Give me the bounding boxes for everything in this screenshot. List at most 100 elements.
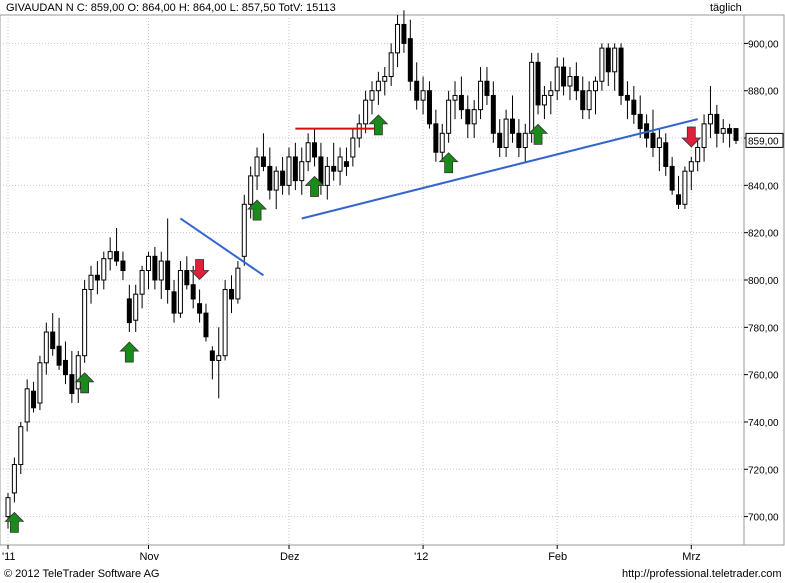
candle-body — [171, 291, 177, 314]
buy-arrow-icon — [74, 372, 95, 394]
candle-body — [94, 274, 100, 281]
buy-arrow-icon — [247, 199, 268, 221]
candle-body — [203, 312, 209, 338]
candle-body — [503, 118, 509, 148]
candle-body — [580, 90, 586, 111]
candle-body — [114, 251, 120, 262]
candle-body — [75, 355, 81, 390]
candle-body — [229, 288, 235, 300]
y-tick-label: 820,00 — [748, 229, 779, 240]
y-tick-label: 800,00 — [748, 276, 779, 287]
candle-body — [260, 156, 266, 167]
buy-arrow-icon — [368, 114, 389, 136]
candle-body — [663, 142, 669, 167]
candle-body — [624, 94, 630, 101]
candle-body — [267, 165, 273, 191]
source-url[interactable]: http://professional.teletrader.com — [622, 568, 782, 580]
candle-body — [426, 90, 432, 125]
candle-body — [707, 113, 713, 125]
candle-body — [69, 374, 75, 395]
trendline — [301, 118, 698, 220]
candle-body — [727, 128, 733, 134]
candle-body — [407, 38, 413, 82]
candle-body — [541, 94, 547, 106]
candle-body — [145, 255, 151, 272]
candle-body — [324, 165, 330, 186]
candle-body — [439, 132, 445, 153]
candle-body — [382, 76, 388, 82]
candle-body — [209, 350, 215, 361]
candle-body — [254, 156, 260, 177]
candle-body — [369, 90, 375, 101]
candle-body — [248, 175, 254, 205]
candle-body — [573, 76, 579, 92]
candle-body — [43, 331, 49, 364]
buy-arrow-icon — [119, 341, 140, 363]
candle-body — [605, 47, 611, 73]
trendline — [179, 217, 265, 277]
buy-arrow-icon — [528, 123, 549, 145]
buy-arrow-icon — [304, 175, 325, 197]
candle-body — [420, 90, 426, 101]
candle-body — [688, 161, 694, 172]
candle-body — [548, 90, 554, 96]
candle-body — [509, 118, 515, 134]
candle-body — [286, 156, 292, 186]
y-tick-label: 780,00 — [748, 323, 779, 334]
candle-body — [567, 76, 573, 87]
buy-arrow-icon — [438, 152, 459, 174]
candle-body — [484, 80, 490, 96]
candle-body — [165, 260, 171, 290]
candle-body — [465, 109, 471, 125]
x-tick-label: '12 — [414, 551, 428, 563]
candle-body — [216, 355, 222, 361]
candle-body — [433, 123, 439, 153]
candle-body — [414, 80, 420, 101]
y-tick-label: 900,00 — [748, 39, 779, 50]
candle-body — [88, 274, 94, 290]
candle-body — [337, 156, 343, 172]
candle-body — [107, 251, 113, 260]
copyright-text: © 2012 TeleTrader Software AG — [4, 568, 160, 580]
candle-body — [516, 132, 522, 149]
candle-body — [682, 170, 688, 205]
candle-body — [733, 128, 739, 141]
last-price-box — [745, 132, 784, 148]
candle-body — [37, 362, 43, 404]
last-price-label: 859,00 — [748, 136, 779, 147]
signal-arrows — [4, 114, 702, 533]
candle-body — [31, 390, 37, 409]
candle-body — [612, 47, 618, 73]
candles — [5, 10, 739, 529]
candle-body — [637, 113, 643, 130]
candle-body — [292, 156, 298, 182]
y-tick-label: 740,00 — [748, 418, 779, 429]
candle-body — [50, 331, 56, 350]
candle-body — [701, 123, 707, 149]
price-axis — [743, 14, 785, 546]
candle-body — [458, 94, 464, 111]
candle-body — [535, 61, 541, 106]
candle-body — [126, 298, 132, 324]
trendlines — [179, 118, 698, 277]
x-tick-label: '11 — [2, 551, 16, 563]
x-tick-label: Nov — [139, 551, 159, 563]
candle-body — [650, 132, 656, 149]
candle-body — [561, 66, 567, 87]
candle-body — [197, 303, 203, 314]
y-tick-label: 760,00 — [748, 371, 779, 382]
candle-body — [82, 288, 88, 357]
candle-body — [273, 170, 279, 191]
candle-body — [133, 293, 139, 321]
y-axis-labels: 700,00 720,00 740,00 760,00 780,00 800,00 820,… — [744, 39, 784, 524]
candle-body — [471, 109, 477, 125]
candle-body — [714, 113, 720, 134]
candle-body — [554, 66, 560, 92]
candle-body — [478, 80, 484, 111]
candle-body — [101, 258, 107, 281]
candle-body — [62, 359, 68, 376]
candle-body — [152, 255, 158, 281]
candle-body — [305, 142, 311, 163]
